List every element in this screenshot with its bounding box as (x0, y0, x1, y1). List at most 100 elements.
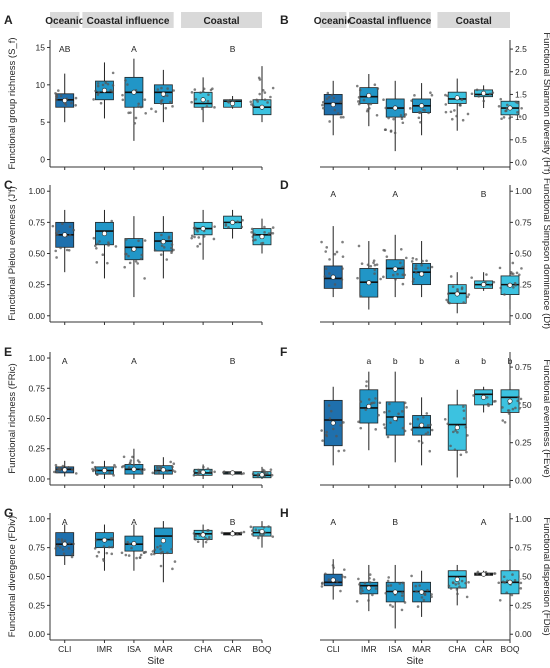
jitter-point (171, 469, 175, 472)
jitter-point (416, 417, 420, 421)
mean-marker (259, 104, 265, 110)
jitter-point (375, 263, 379, 266)
y-tick-label: 0.25 (28, 280, 45, 290)
jitter-point (190, 234, 194, 238)
jitter-point (400, 608, 404, 612)
jitter-point (456, 289, 459, 292)
x-tick-label: BOQ (501, 644, 520, 654)
mean-marker (481, 394, 487, 400)
jitter-point (120, 465, 124, 469)
jitter-point (94, 89, 97, 93)
jitter-point (133, 121, 137, 125)
jitter-point (378, 401, 382, 405)
x-tick-label: IMR (361, 644, 377, 654)
box-ISA (120, 524, 148, 571)
strip-2 (437, 12, 510, 28)
jitter-point (98, 240, 101, 243)
significance-letter: B (230, 44, 236, 54)
mean-marker (131, 246, 137, 252)
jitter-point (320, 240, 323, 244)
jitter-point (156, 545, 159, 549)
jitter-point (512, 286, 515, 289)
jitter-point (458, 585, 461, 588)
jitter-point (170, 243, 174, 246)
jitter-point (462, 301, 465, 304)
box-CHA (445, 272, 471, 314)
jitter-point (384, 128, 387, 132)
jitter-point (509, 271, 513, 274)
y-tick-label: 10 (36, 80, 46, 90)
jitter-point (140, 470, 144, 473)
significance-letter: AB (59, 44, 71, 54)
jitter-point (332, 584, 336, 587)
panel-F: F 0.00 0.25 0.50 0.75 Functional evenness (FE… (280, 345, 550, 488)
mean-marker (366, 280, 372, 286)
y-axis-label: Functional richness (FRic) (7, 363, 18, 473)
box-IMR (355, 74, 380, 127)
jitter-point (448, 301, 451, 305)
y-axis-label: Functional Simpson dominance (Df) (541, 178, 550, 329)
mean-marker (230, 101, 236, 107)
jitter-point (91, 467, 94, 471)
jitter-point (263, 469, 266, 472)
y-tick-label: 0.75 (28, 383, 45, 393)
jitter-point (517, 395, 520, 399)
y-tick-label: 0.75 (515, 543, 532, 553)
jitter-point (96, 84, 100, 88)
jitter-point (128, 462, 132, 466)
box-CLI (54, 73, 78, 123)
jitter-point (61, 222, 64, 226)
jitter-point (333, 252, 337, 256)
significance-letter: a (455, 356, 460, 366)
panel-letter: E (4, 345, 12, 359)
jitter-point (97, 91, 101, 94)
jitter-point (139, 105, 143, 109)
jitter-point (503, 293, 506, 296)
jitter-point (424, 432, 428, 436)
jitter-point (377, 413, 380, 417)
jitter-point (331, 427, 335, 431)
box-BOQ (500, 382, 523, 436)
jitter-point (342, 115, 345, 119)
jitter-point (492, 572, 496, 575)
jitter-point (326, 91, 330, 95)
jitter-point (251, 104, 255, 108)
jitter-point (427, 111, 430, 115)
jitter-point (267, 525, 270, 528)
jitter-point (510, 593, 514, 597)
y-axis-label: Functional Shannon diversity (H'f) (541, 32, 550, 174)
jitter-point (110, 219, 114, 223)
jitter-point (366, 263, 370, 267)
box-ISA (120, 448, 146, 479)
jitter-point (492, 280, 496, 284)
significance-letter: a (366, 356, 371, 366)
jitter-point (342, 421, 345, 424)
jitter-point (190, 236, 194, 240)
jitter-point (365, 380, 368, 383)
strip-0 (50, 12, 80, 28)
box-CHA (190, 209, 216, 260)
box-CHA (192, 464, 216, 479)
jitter-point (68, 233, 72, 237)
jitter-point (513, 579, 517, 582)
jitter-point (341, 267, 344, 270)
box-BOQ (250, 218, 275, 254)
box-CAR (223, 209, 244, 239)
jitter-point (503, 421, 507, 424)
x-axis-title: Site (406, 656, 424, 667)
jitter-point (166, 87, 169, 90)
y-axis-label: Functional group richness (S_f) (7, 37, 18, 169)
jitter-point (325, 430, 329, 434)
jitter-point (339, 100, 343, 104)
jitter-point (271, 231, 275, 235)
jitter-point (101, 253, 105, 257)
y-tick-label: 1.00 (515, 186, 532, 196)
jitter-point (339, 589, 342, 593)
jitter-point (386, 584, 390, 588)
jitter-point (104, 81, 108, 85)
jitter-point (373, 268, 377, 272)
jitter-point (470, 276, 473, 279)
jitter-point (258, 78, 262, 81)
jitter-point (462, 417, 466, 420)
